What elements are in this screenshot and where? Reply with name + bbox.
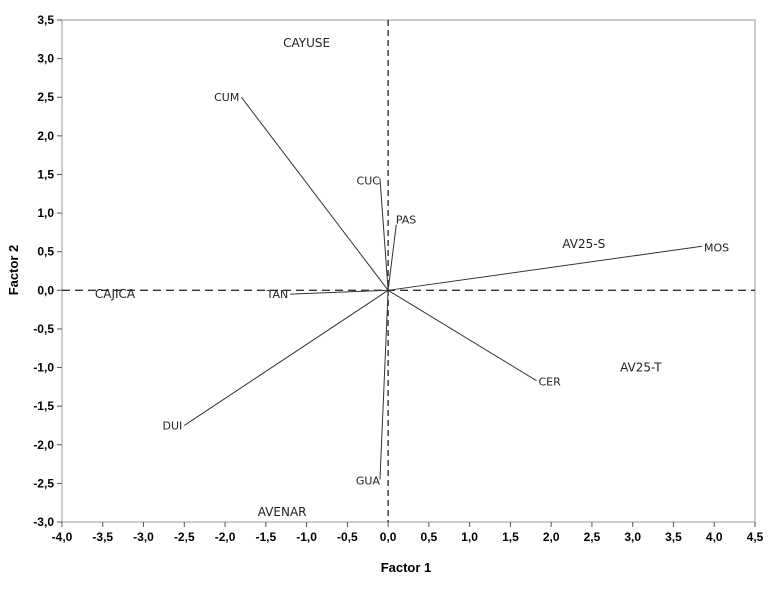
x-tick-label: -1,0 [296,530,317,544]
x-tick-label: 3,5 [665,530,682,544]
x-tick-label: 4,5 [747,530,764,544]
y-tick-label: 3,5 [37,13,54,27]
vector-label-pas: PAS [396,214,416,227]
y-tick-label: -2,0 [33,438,54,452]
x-tick-label: 4,0 [706,530,723,544]
x-tick-label: 1,0 [461,530,478,544]
vector-gua [379,290,389,480]
vector-label-cer: CER [539,376,562,389]
y-tick-label: 2,5 [37,90,54,104]
x-tick-label: 2,5 [584,530,601,544]
vector-label-dui: DUI [163,419,183,432]
point-label-av25-s: AV25-S [562,237,605,251]
x-tick-label: -2,0 [215,530,236,544]
point-label-avenar: AVENAR [258,505,307,519]
vector-cuc [379,178,389,291]
point-label-cayuse: CAYUSE [283,36,330,50]
vector-cum [240,96,389,291]
x-tick-label: -4,0 [52,530,73,544]
y-tick-label: 2,0 [37,129,54,143]
x-tick-label: 3,0 [624,530,641,544]
x-tick-label: 0,0 [380,530,397,544]
x-tick-label: -1,5 [255,530,276,544]
vector-label-cum: CUM [214,91,239,104]
y-tick-label: 0,0 [37,283,54,297]
x-tick-label: -2,5 [174,530,195,544]
x-tick-label: 0,5 [421,530,438,544]
vector-dui [184,289,389,426]
y-tick-label: 1,0 [37,206,54,220]
x-tick-label: -3,5 [92,530,113,544]
y-tick-label: -1,5 [33,399,54,413]
point-label-av25-t: AV25-T [620,361,662,375]
point-label-cajica: CAJICA [95,287,136,301]
x-tick-label: 1,5 [502,530,519,544]
plot-frame [61,19,756,523]
y-tick-label: -0,5 [33,322,54,336]
y-tick-label: 0,5 [37,245,54,259]
vector-label-cuc: CUC [357,174,381,187]
vector-label-tan: TAN [266,288,289,301]
vector-tan [290,289,389,295]
y-tick-label: -1,0 [33,361,54,375]
x-tick-label: -0,5 [337,530,358,544]
vector-cer [387,289,537,382]
x-tick-label: 2,0 [543,530,560,544]
x-tick-label: -3,0 [133,530,154,544]
y-tick-label: -2,5 [33,476,54,490]
vector-mos [388,245,703,291]
vector-label-gua: GUA [356,475,381,488]
y-tick-label: 1,5 [37,167,54,181]
x-axis-title: Factor 1 [381,560,432,575]
vector-pas [387,224,397,291]
y-tick-label: -3,0 [33,515,54,529]
y-tick-label: 3,0 [37,52,54,66]
vector-label-mos: MOS [704,241,729,254]
y-axis-title: Factor 2 [6,245,21,296]
